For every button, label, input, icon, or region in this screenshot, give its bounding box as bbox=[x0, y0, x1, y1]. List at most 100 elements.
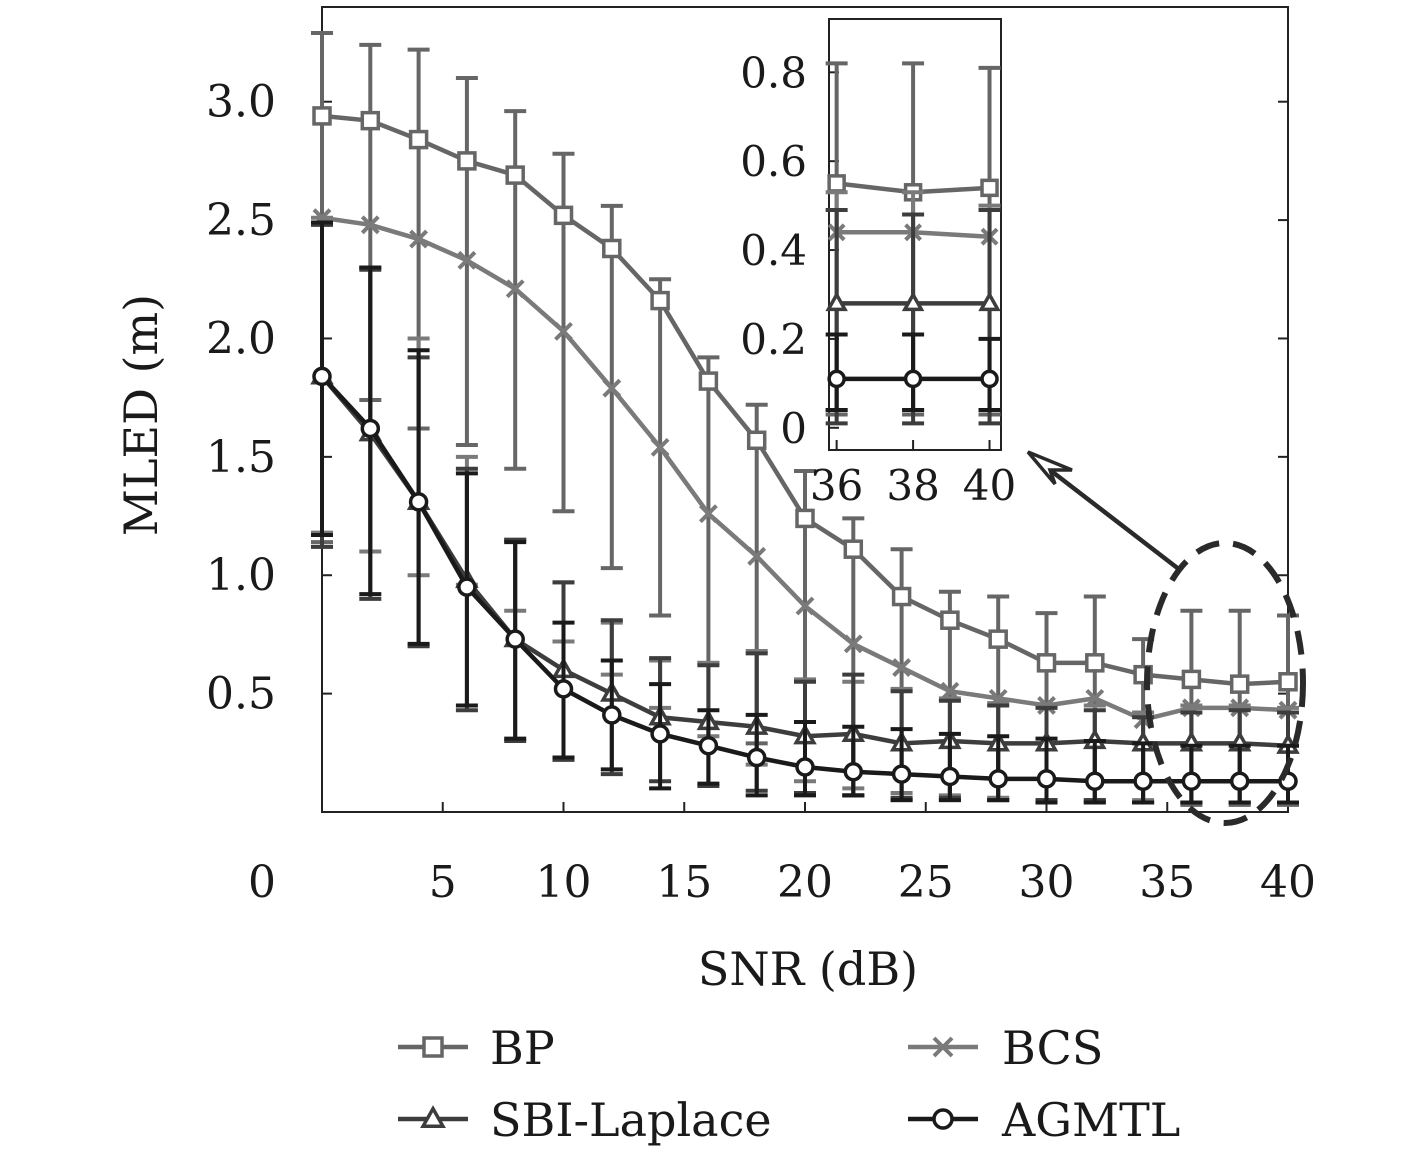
data-point bbox=[457, 250, 477, 270]
data-point bbox=[457, 577, 477, 597]
data-point bbox=[602, 705, 622, 725]
data-point bbox=[650, 437, 670, 457]
legend-entry-BCS: BCS bbox=[908, 1021, 1103, 1075]
data-point bbox=[988, 629, 1008, 649]
data-point bbox=[827, 369, 846, 389]
data-point bbox=[650, 290, 670, 311]
data-point bbox=[978, 291, 1001, 312]
data-point bbox=[602, 238, 622, 259]
data-point bbox=[698, 504, 718, 524]
data-point bbox=[408, 129, 429, 150]
data-point bbox=[553, 679, 574, 699]
inset-plot-y-tick-label: 0.8 bbox=[740, 48, 807, 97]
legend-entry-SBI-Laplace: SBI-Laplace bbox=[398, 1093, 772, 1147]
data-point bbox=[698, 735, 719, 756]
data-point bbox=[602, 378, 622, 398]
main-plot-x-tick-label: 10 bbox=[536, 857, 592, 908]
data-point bbox=[1036, 769, 1057, 789]
y-axis-label: MLED (m) bbox=[114, 294, 168, 536]
data-point bbox=[505, 629, 525, 649]
legend-entry-AGMTL: AGMTL bbox=[908, 1093, 1180, 1147]
data-point bbox=[1133, 771, 1153, 791]
data-point bbox=[825, 291, 848, 312]
main-plot-x-tick-label: 20 bbox=[777, 857, 833, 908]
x-axis-label: SNR (dB) bbox=[698, 942, 918, 996]
legend-entry-BP: BP bbox=[398, 1021, 555, 1075]
data-point bbox=[1230, 698, 1250, 718]
data-point bbox=[795, 596, 815, 616]
data-point bbox=[650, 724, 670, 744]
inset-plot-y-tick-label: 0.2 bbox=[740, 315, 807, 364]
data-point bbox=[1278, 700, 1298, 720]
main-plot-y-tick-label: 2.5 bbox=[206, 195, 276, 246]
data-point bbox=[795, 757, 815, 777]
data-point bbox=[408, 492, 429, 512]
data-point bbox=[901, 291, 925, 312]
main-plot-x-tick-label: 25 bbox=[898, 857, 954, 908]
zoom-arrow-line bbox=[1048, 468, 1182, 572]
data-point bbox=[843, 539, 864, 559]
data-point bbox=[554, 321, 573, 341]
data-point bbox=[1229, 674, 1250, 694]
legend-marker bbox=[420, 1105, 446, 1128]
main-plot-x-tick-label: 0 bbox=[248, 857, 276, 908]
data-point bbox=[843, 762, 864, 782]
zoom-arrow-head bbox=[1026, 450, 1073, 486]
legend-label: SBI-Laplace bbox=[490, 1093, 772, 1147]
data-point bbox=[940, 610, 960, 630]
data-point bbox=[746, 430, 767, 451]
data-point bbox=[892, 658, 912, 677]
legend-label: BCS bbox=[1002, 1021, 1103, 1075]
main-plot-x-tick-label: 15 bbox=[656, 857, 712, 908]
data-point bbox=[1085, 688, 1105, 708]
inset-plot-y-tick-label: 0 bbox=[780, 404, 807, 453]
data-point bbox=[747, 546, 767, 566]
data-point bbox=[940, 766, 960, 787]
data-point bbox=[903, 369, 923, 389]
data-point bbox=[1085, 653, 1105, 673]
data-point bbox=[1181, 669, 1202, 690]
data-point bbox=[1278, 672, 1298, 692]
data-point bbox=[1181, 771, 1202, 791]
legend: BP BCS SBI-Laplace AGMTL bbox=[398, 1021, 1180, 1147]
inset-plot-series-AGMTL bbox=[825, 332, 1001, 413]
main-plot-y-tick-label: 0.5 bbox=[206, 669, 276, 720]
data-point bbox=[698, 371, 719, 391]
data-point bbox=[1036, 653, 1057, 673]
data-point bbox=[312, 366, 332, 387]
data-point bbox=[360, 215, 380, 235]
data-point bbox=[457, 151, 477, 171]
main-plot-series-AGMTL bbox=[311, 220, 1299, 805]
legend-marker bbox=[932, 1036, 954, 1058]
legend-marker bbox=[932, 1108, 954, 1130]
main-plot-y-tick-label: 1.5 bbox=[206, 432, 276, 483]
inset-plot-y-tick-label: 0.6 bbox=[740, 137, 807, 186]
data-point bbox=[827, 174, 846, 193]
main-plot-x-tick-label: 30 bbox=[1019, 857, 1075, 908]
data-point bbox=[980, 178, 999, 198]
data-point bbox=[1085, 771, 1105, 791]
data-point bbox=[980, 369, 999, 389]
data-point bbox=[795, 508, 815, 529]
data-point bbox=[988, 769, 1008, 789]
main-plot: 0 5 10 15 20 25 30 35 40 0.5 1.0 1.5 2.0 2.5 3.0 bbox=[206, 6, 1316, 908]
data-point bbox=[1037, 696, 1056, 715]
inset-plot-x-tick-label: 38 bbox=[886, 461, 939, 510]
inset-plot-x-tick-label: 40 bbox=[963, 461, 1016, 510]
main-plot-y-tick-label: 1.0 bbox=[206, 550, 276, 601]
main-plot-y-tick-label: 3.0 bbox=[206, 77, 276, 128]
data-point bbox=[505, 279, 525, 299]
data-point bbox=[409, 229, 429, 249]
data-point bbox=[843, 634, 863, 654]
data-point bbox=[360, 418, 381, 439]
data-point bbox=[940, 681, 960, 701]
data-point bbox=[891, 764, 912, 784]
data-point bbox=[312, 106, 332, 126]
inset-plot-y-tick-label: 0.4 bbox=[740, 226, 807, 275]
main-plot-x-tick-label: 35 bbox=[1139, 857, 1195, 908]
inset-plot-x-tick-label: 36 bbox=[810, 461, 863, 510]
main-plot-y-tick-label: 2.0 bbox=[206, 313, 276, 364]
data-point bbox=[891, 586, 912, 607]
